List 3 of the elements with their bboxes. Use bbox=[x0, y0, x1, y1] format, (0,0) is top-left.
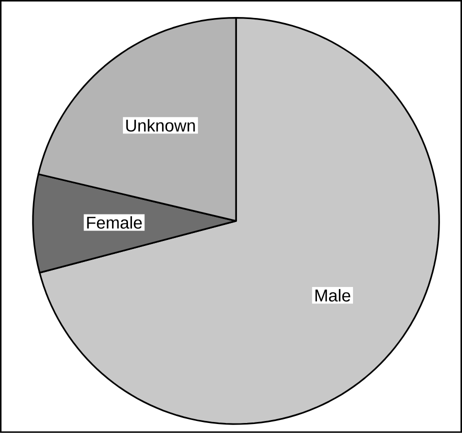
slice-label: Unknown bbox=[126, 119, 195, 132]
slice-label: Male bbox=[315, 289, 350, 302]
slice-label: Female bbox=[87, 216, 142, 229]
